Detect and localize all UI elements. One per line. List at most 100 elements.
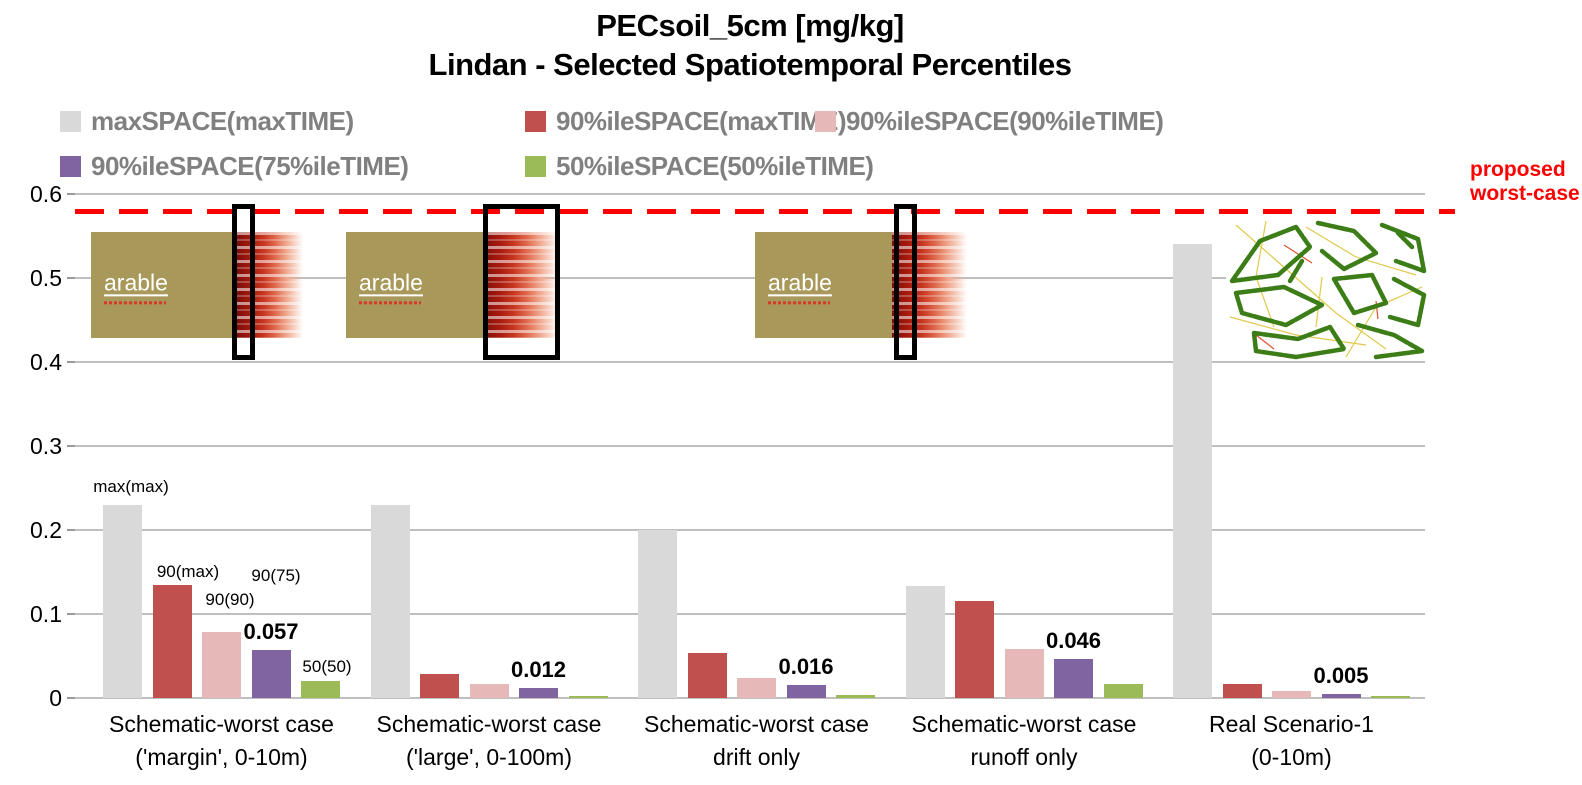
arable-field-image: arable <box>755 232 892 338</box>
chart-title: PECsoil_5cm [mg/kg] Lindan - Selected Sp… <box>75 6 1425 84</box>
legend-item: 50%ileSPACE(50%ileTIME) <box>525 150 874 181</box>
legend-item: 90%ileSPACE(90%ileTIME) <box>815 105 1164 136</box>
x-axis-category-line: Schematic-worst case <box>911 711 1137 737</box>
bar <box>1004 649 1044 698</box>
y-axis-tick <box>67 697 75 699</box>
bar <box>1272 691 1311 698</box>
bar <box>301 681 340 698</box>
arable-field-label: arable <box>104 269 168 305</box>
field-map-image <box>1226 217 1430 361</box>
legend-label: maxSPACE(maxTIME) <box>91 105 354 136</box>
bar <box>103 504 142 698</box>
bar-value-label: 0.005 <box>1313 662 1369 688</box>
bar <box>370 504 410 698</box>
legend-label: 50%ileSPACE(50%ileTIME) <box>556 150 874 181</box>
bar-value-label: 0.012 <box>510 656 567 682</box>
x-axis-category-label: Schematic-worst case runoff only <box>874 708 1174 774</box>
bar <box>905 586 945 698</box>
bar <box>1371 696 1410 698</box>
y-axis-tick <box>67 445 75 447</box>
legend-swatch-icon <box>60 110 81 132</box>
evaluation-zone-outline <box>894 204 917 360</box>
legend-label: 90%ileSPACE(75%ileTIME) <box>91 150 409 181</box>
point-label: 90(75) <box>251 566 301 585</box>
x-axis-category-label: Schematic-worst case drift only <box>607 708 907 774</box>
gridline <box>75 445 1425 447</box>
y-axis-label: 0 <box>49 685 62 711</box>
x-axis-category-line: Schematic-worst case <box>644 711 869 737</box>
bar <box>251 650 291 698</box>
arable-field-label: arable <box>359 269 423 305</box>
bar <box>420 673 459 698</box>
exposure-gradient-image <box>892 232 967 338</box>
bar <box>519 687 558 698</box>
bar <box>469 683 509 698</box>
y-axis-label: 0.3 <box>30 433 62 459</box>
bar <box>638 530 677 698</box>
bar <box>687 652 727 698</box>
evaluation-zone-outline <box>232 204 255 360</box>
bar <box>568 696 608 698</box>
worst-case-reference-line <box>75 208 1455 214</box>
gridline <box>75 193 1425 195</box>
gridline <box>75 361 1425 363</box>
x-axis-category-line: Schematic-worst case <box>376 711 602 737</box>
evaluation-zone-outline <box>483 204 560 360</box>
legend-item: 90%ileSPACE(75%ileTIME) <box>60 150 409 181</box>
bar <box>737 677 776 698</box>
worst-case-annotation-line1: proposed <box>1470 158 1566 181</box>
legend-swatch-icon <box>525 110 546 132</box>
x-axis-category-line: Schematic-worst case <box>109 711 334 737</box>
point-label: 50(50) <box>302 657 352 676</box>
exposure-gradient-image <box>483 232 559 338</box>
y-axis-tick <box>67 193 75 195</box>
legend-item: maxSPACE(maxTIME) <box>60 105 354 136</box>
y-axis-tick <box>67 361 75 363</box>
gridline <box>75 613 1425 615</box>
x-axis-category-line: runoff only <box>970 744 1078 770</box>
worst-case-annotation: proposed worst-case <box>1470 158 1580 206</box>
point-label: max(max) <box>93 477 169 496</box>
arable-field-image: arable <box>91 232 237 338</box>
bar <box>1103 683 1143 698</box>
point-label: 90(max) <box>156 562 220 581</box>
bar <box>202 632 241 698</box>
bar <box>836 694 875 698</box>
y-axis-tick <box>67 613 75 615</box>
legend-item: 90%ileSPACE(maxTIME) <box>525 105 847 136</box>
gridline <box>75 697 1425 699</box>
legend-swatch-icon <box>60 155 81 177</box>
x-axis-category-line: ('large', 0-100m) <box>405 744 572 770</box>
x-axis-category-label: Schematic-worst case ('margin', 0-10m) <box>72 708 372 774</box>
legend-label: 90%ileSPACE(90%ileTIME) <box>846 105 1164 136</box>
bar-value-label: 0.057 <box>243 619 299 645</box>
bar <box>152 584 192 698</box>
point-label: 90(90) <box>205 590 255 609</box>
exposure-gradient-image <box>237 232 303 338</box>
x-axis-category-label: Real Scenario-1 (0-10m) <box>1142 708 1442 774</box>
bar <box>1173 244 1212 698</box>
x-axis-category-line: ('margin', 0-10m) <box>135 744 308 770</box>
bar-value-label: 0.016 <box>778 653 834 679</box>
bar <box>955 601 994 698</box>
y-axis-tick <box>67 277 75 279</box>
y-axis-label: 0.4 <box>30 349 62 375</box>
bar <box>1222 683 1262 698</box>
gridline <box>75 529 1425 531</box>
bar <box>1321 693 1361 698</box>
x-axis-category-line: (0-10m) <box>1251 744 1332 770</box>
y-axis-label: 0.1 <box>30 601 62 627</box>
y-axis-label: 0.6 <box>30 181 62 207</box>
y-axis-label: 0.5 <box>30 265 62 291</box>
x-axis-category-line: drift only <box>713 744 800 770</box>
arable-field-label: arable <box>768 269 832 305</box>
bar-value-label: 0.046 <box>1045 628 1102 654</box>
chart-title-line1: PECsoil_5cm [mg/kg] <box>596 8 904 43</box>
legend-swatch-icon <box>525 155 546 177</box>
y-axis-label: 0.2 <box>30 517 62 543</box>
x-axis-category-line: Real Scenario-1 <box>1209 711 1374 737</box>
bar <box>1054 659 1093 698</box>
legend-swatch-icon <box>815 110 836 132</box>
legend-label: 90%ileSPACE(maxTIME) <box>556 105 847 136</box>
